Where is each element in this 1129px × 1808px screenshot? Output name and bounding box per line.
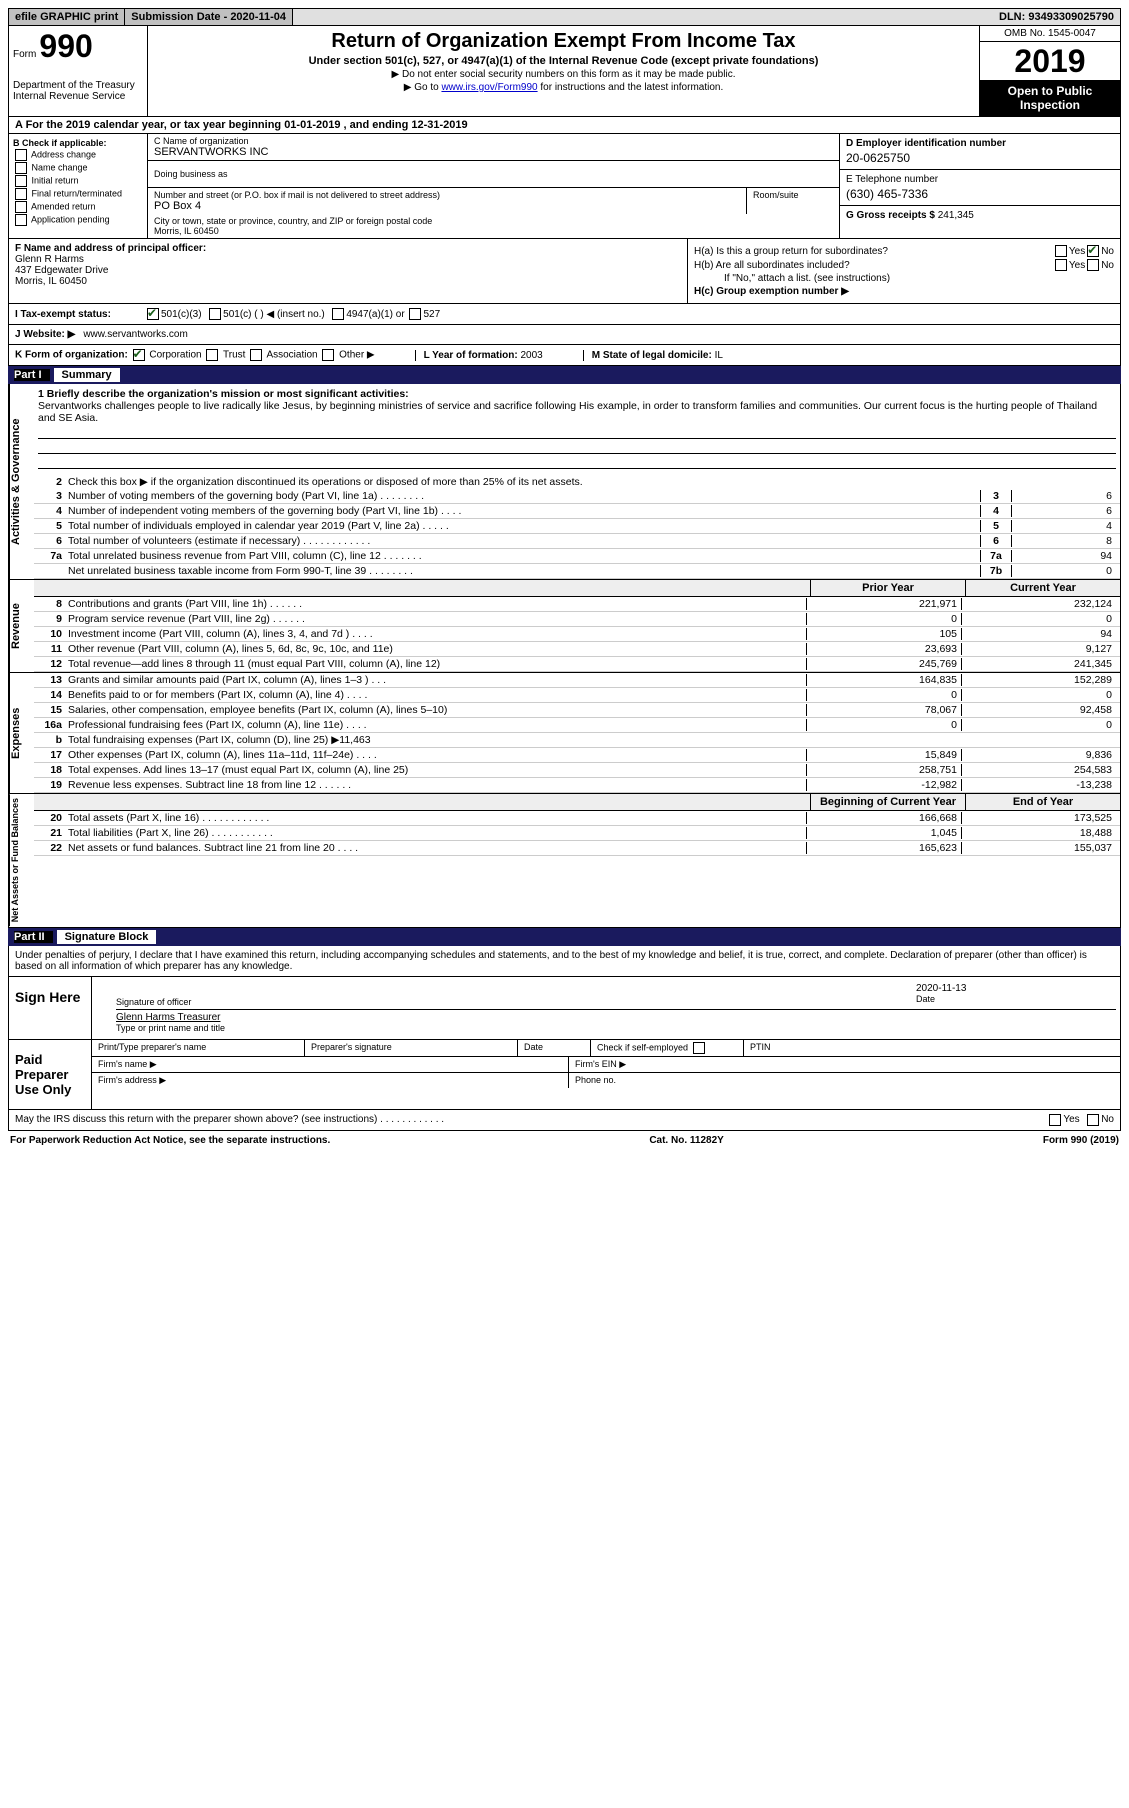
omb-number: OMB No. 1545-0047 [980, 26, 1120, 42]
dept-treasury: Department of the Treasury Internal Reve… [13, 80, 143, 102]
form-subtitle: Under section 501(c), 527, or 4947(a)(1)… [156, 55, 971, 67]
expense-line: 17Other expenses (Part IX, column (A), l… [34, 748, 1120, 763]
note-ssn: ▶ Do not enter social security numbers o… [156, 69, 971, 80]
irs-link[interactable]: www.irs.gov/Form990 [441, 82, 537, 93]
hb-no[interactable] [1087, 259, 1099, 271]
check-pending[interactable]: Application pending [13, 214, 143, 226]
tax-period: A For the 2019 calendar year, or tax yea… [8, 117, 1121, 134]
section-b: B Check if applicable: Address change Na… [9, 134, 148, 238]
net-assets-line: 22Net assets or fund balances. Subtract … [34, 841, 1120, 856]
expenses-section: Expenses 13Grants and similar amounts pa… [8, 673, 1121, 794]
summary-line: 5Total number of individuals employed in… [34, 519, 1120, 534]
summary-line: 4Number of independent voting members of… [34, 504, 1120, 519]
entity-info: B Check if applicable: Address change Na… [8, 134, 1121, 239]
gross-receipts: G Gross receipts $ 241,345 [840, 206, 1120, 225]
expense-line: 13Grants and similar amounts paid (Part … [34, 673, 1120, 688]
sig-date: 2020-11-13 [916, 983, 1116, 994]
discuss-no[interactable] [1087, 1114, 1099, 1126]
revenue-line: 9Program service revenue (Part VIII, lin… [34, 612, 1120, 627]
check-527[interactable] [409, 308, 421, 320]
check-4947[interactable] [332, 308, 344, 320]
part2-header: Part II Signature Block [8, 928, 1121, 946]
discuss-yes[interactable] [1049, 1114, 1061, 1126]
officer-group-info: F Name and address of principal officer:… [8, 239, 1121, 304]
website-row: J Website: ▶ www.servantworks.com [8, 325, 1121, 345]
summary-line: Net unrelated business taxable income fr… [34, 564, 1120, 579]
street-address: PO Box 4 [154, 200, 740, 212]
part1-header: Part I Summary [8, 366, 1121, 384]
check-amended[interactable]: Amended return [13, 201, 143, 213]
section-h: H(a) Is this a group return for subordin… [688, 239, 1120, 303]
mission-text: Servantworks challenges people to live r… [38, 400, 1116, 424]
top-bar: efile GRAPHIC print Submission Date - 20… [8, 8, 1121, 26]
officer-printed-name: Glenn Harms Treasurer [116, 1012, 1116, 1023]
check-self-employed[interactable] [693, 1042, 705, 1054]
officer-name: Glenn R Harms [15, 254, 681, 265]
room-suite: Room/suite [747, 188, 839, 214]
open-inspection: Open to Public Inspection [980, 80, 1120, 116]
ha-yes[interactable] [1055, 245, 1067, 257]
expense-line: 16aProfessional fundraising fees (Part I… [34, 718, 1120, 733]
hb-yes[interactable] [1055, 259, 1067, 271]
note-link: ▶ Go to www.irs.gov/Form990 for instruct… [156, 82, 971, 93]
revenue-line: 10Investment income (Part VIII, column (… [34, 627, 1120, 642]
tax-exempt-status: I Tax-exempt status: 501(c)(3) 501(c) ( … [8, 304, 1121, 325]
sign-here-label: Sign Here [9, 977, 92, 1039]
website-url: www.servantworks.com [83, 329, 187, 340]
governance-section: Activities & Governance 1 Briefly descri… [8, 384, 1121, 580]
form-header: Form 990 Department of the Treasury Inte… [8, 26, 1121, 117]
check-initial[interactable]: Initial return [13, 175, 143, 187]
org-name: SERVANTWORKS INC [154, 146, 833, 158]
form-number: 990 [39, 28, 92, 64]
check-name[interactable]: Name change [13, 162, 143, 174]
section-d-e-g: D Employer identification number 20-0625… [839, 134, 1120, 238]
expense-line: 18Total expenses. Add lines 13–17 (must … [34, 763, 1120, 778]
ha-no[interactable] [1087, 245, 1099, 257]
check-assoc[interactable] [250, 349, 262, 361]
submission-date: Submission Date - 2020-11-04 [125, 9, 293, 25]
revenue-line: 11Other revenue (Part VIII, column (A), … [34, 642, 1120, 657]
city-state-zip: Morris, IL 60450 [154, 226, 833, 236]
summary-line: 3Number of voting members of the governi… [34, 489, 1120, 504]
check-501c3[interactable] [147, 308, 159, 320]
check-corp[interactable] [133, 349, 145, 361]
expense-line: 19Revenue less expenses. Subtract line 1… [34, 778, 1120, 793]
net-assets-line: 20Total assets (Part X, line 16) . . . .… [34, 811, 1120, 826]
revenue-line: 8Contributions and grants (Part VIII, li… [34, 597, 1120, 612]
section-f: F Name and address of principal officer:… [9, 239, 688, 303]
page-footer: For Paperwork Reduction Act Notice, see … [8, 1131, 1121, 1150]
section-c: C Name of organization SERVANTWORKS INC … [148, 134, 839, 238]
net-assets-line: 21Total liabilities (Part X, line 26) . … [34, 826, 1120, 841]
tax-year: 2019 [980, 42, 1120, 80]
net-assets-section: Net Assets or Fund Balances Beginning of… [8, 794, 1121, 927]
dln: DLN: 93493309025790 [993, 9, 1120, 25]
check-trust[interactable] [206, 349, 218, 361]
check-501c[interactable] [209, 308, 221, 320]
phone: (630) 465-7336 [846, 187, 1114, 201]
revenue-line: 12Total revenue—add lines 8 through 11 (… [34, 657, 1120, 672]
dba-label: Doing business as [148, 161, 839, 188]
summary-line: 6Total number of volunteers (estimate if… [34, 534, 1120, 549]
state-domicile: IL [715, 350, 723, 361]
expense-line: 15Salaries, other compensation, employee… [34, 703, 1120, 718]
signature-block: Under penalties of perjury, I declare th… [8, 946, 1121, 1131]
expense-line: 14Benefits paid to or for members (Part … [34, 688, 1120, 703]
check-address[interactable]: Address change [13, 149, 143, 161]
year-formation: 2003 [521, 350, 543, 361]
form-label: Form [13, 49, 36, 60]
check-other[interactable] [322, 349, 334, 361]
efile-print-button[interactable]: efile GRAPHIC print [9, 9, 125, 25]
revenue-section: Revenue Prior YearCurrent Year 8Contribu… [8, 580, 1121, 673]
ein: 20-0625750 [846, 151, 1114, 165]
expense-line: bTotal fundraising expenses (Part IX, co… [34, 733, 1120, 748]
check-final[interactable]: Final return/terminated [13, 188, 143, 200]
form-title: Return of Organization Exempt From Incom… [156, 30, 971, 53]
org-form-row: K Form of organization: Corporation Trus… [8, 345, 1121, 366]
paid-preparer-label: Paid Preparer Use Only [9, 1040, 92, 1109]
summary-line: 7aTotal unrelated business revenue from … [34, 549, 1120, 564]
